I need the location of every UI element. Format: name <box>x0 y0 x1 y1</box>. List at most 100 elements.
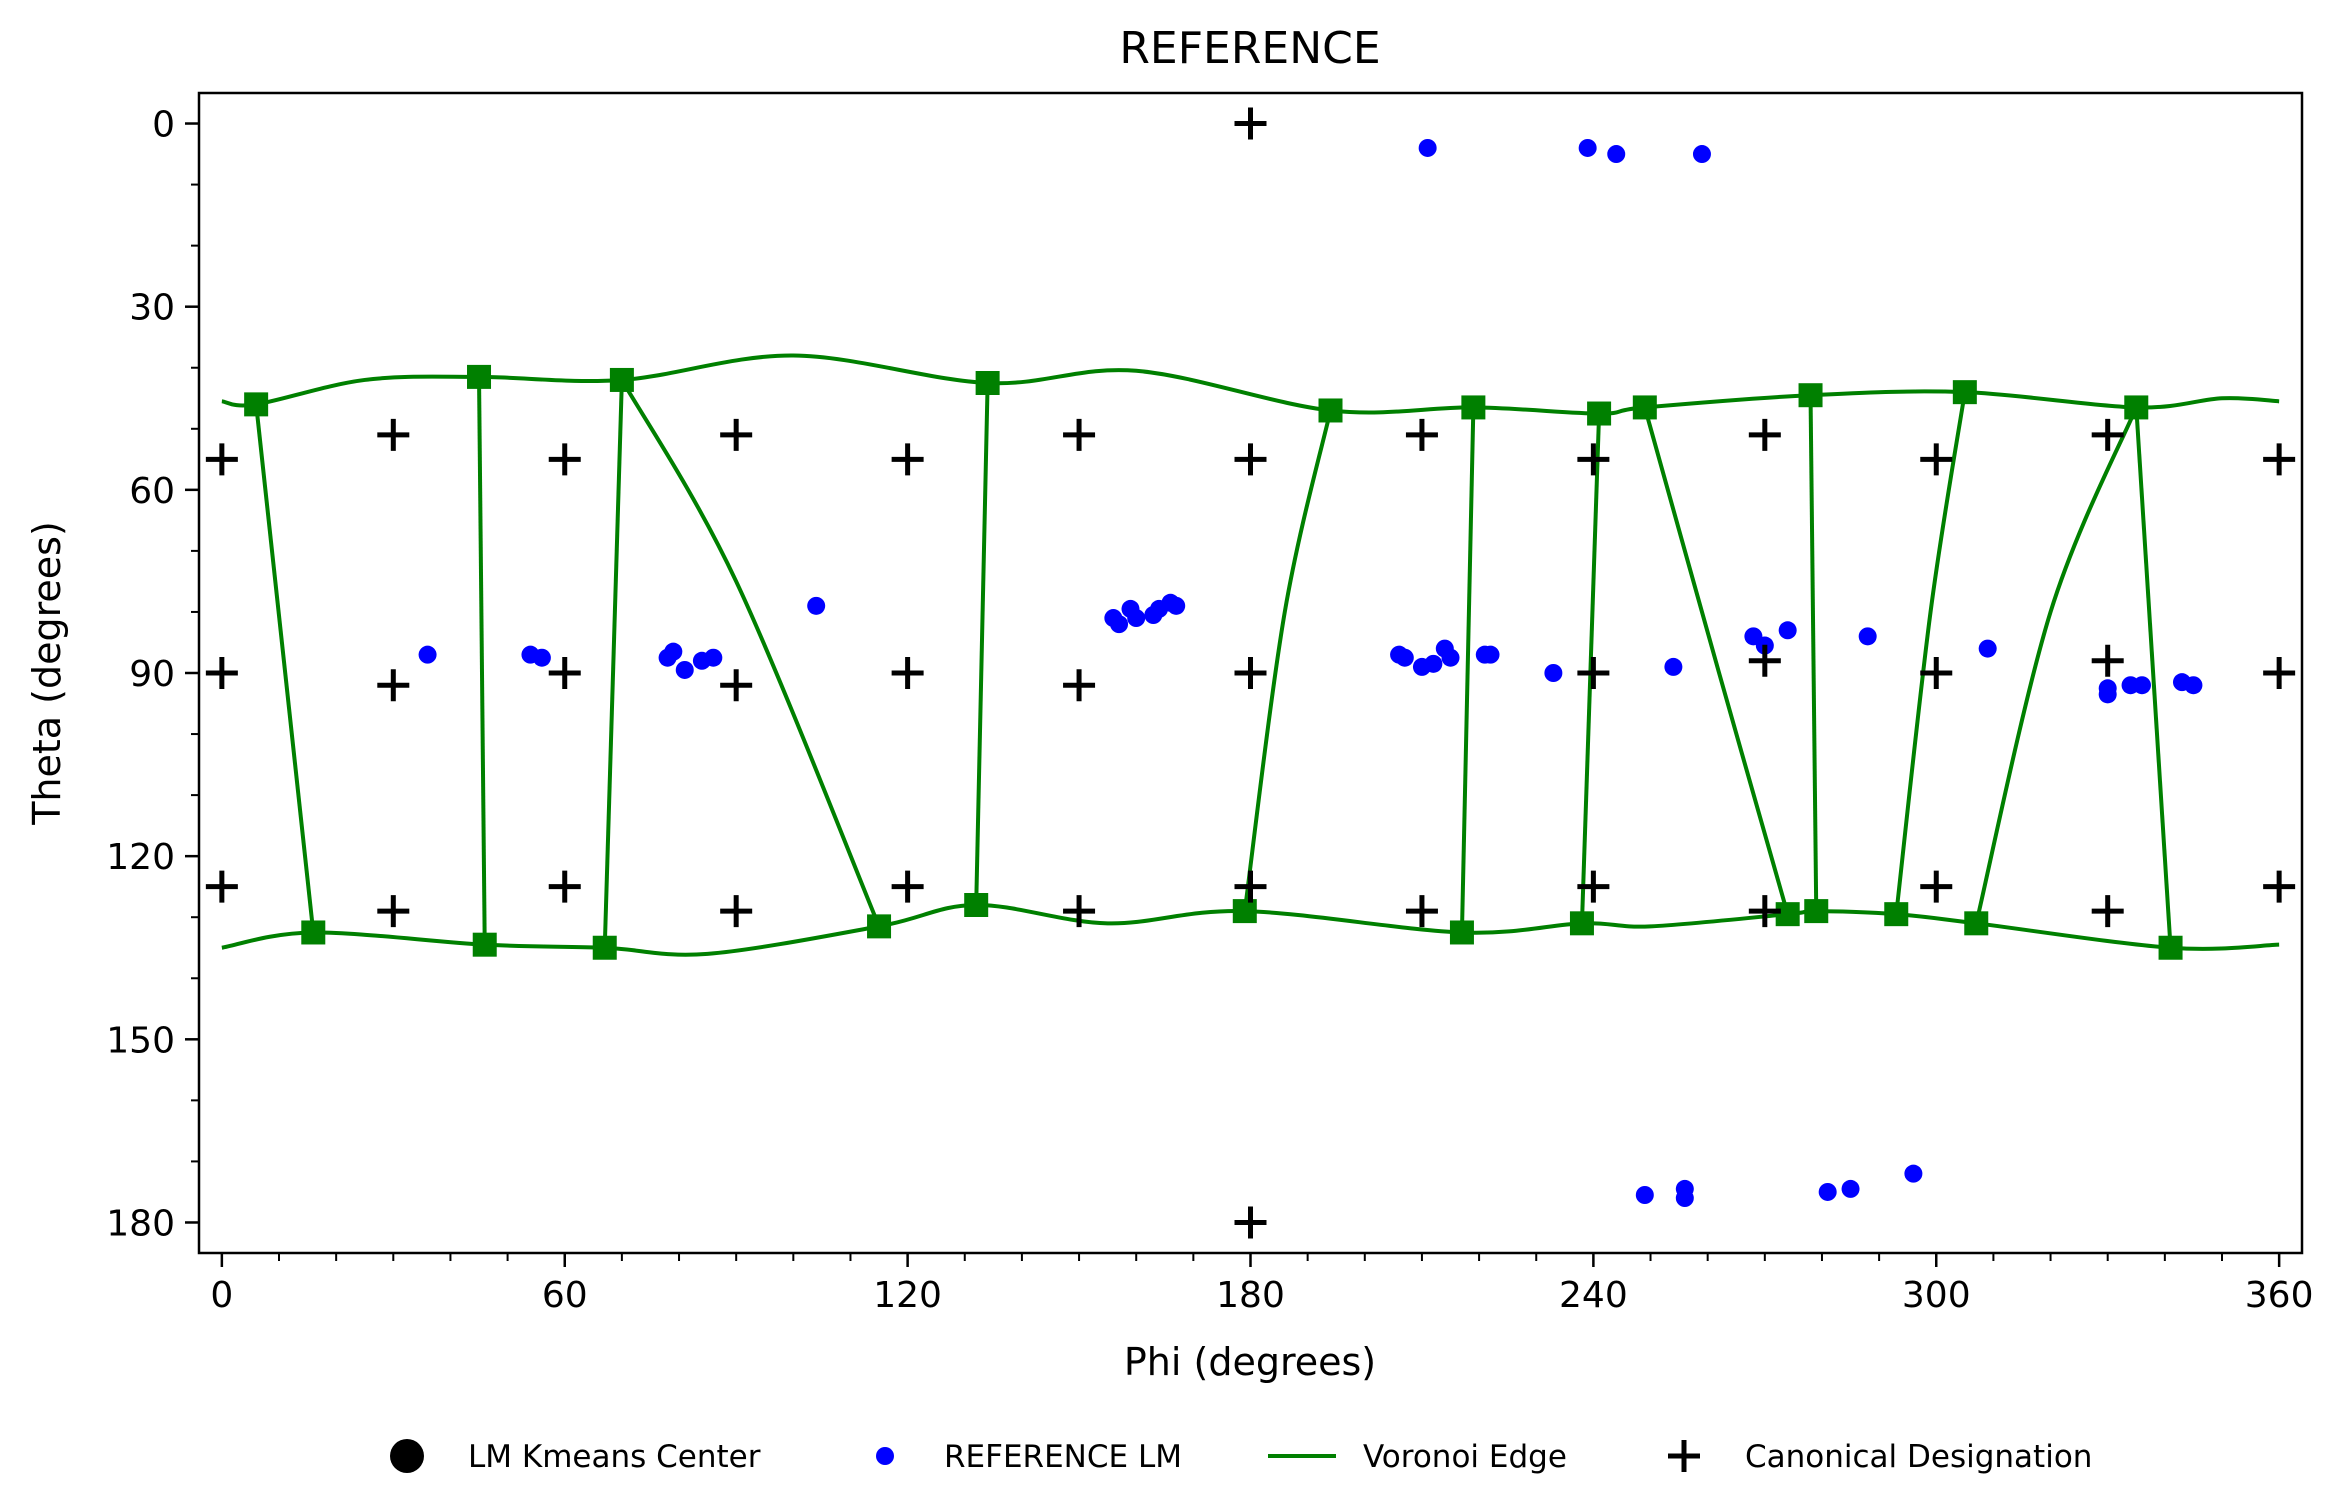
legend-entry: LM Kmeans Center <box>390 1439 761 1475</box>
voronoi-vertex <box>975 371 1000 395</box>
voronoi-vertex <box>609 367 634 392</box>
voronoi-edge <box>1894 391 1967 915</box>
canonical-designation-marker <box>1063 895 1096 928</box>
voronoi-edge <box>1459 407 1476 933</box>
canonical-designation-marker <box>1405 895 1438 928</box>
voronoi-vertex <box>1798 383 1823 408</box>
canonical-designation-marker <box>2263 443 2296 476</box>
canonical-designation-marker <box>1234 870 1267 903</box>
voronoi-edge <box>1242 410 1333 912</box>
voronoi-vertex <box>467 364 492 389</box>
legend-label: Canonical Designation <box>1745 1439 2092 1475</box>
voronoi-vertex <box>1587 401 1612 426</box>
reference-lm-point <box>1418 138 1437 157</box>
canonical-designation-marker <box>720 669 753 702</box>
canonical-designation-marker <box>377 418 410 451</box>
legend: LM Kmeans Center REFERENCE LM Voronoi Edge… <box>390 1439 2092 1475</box>
x-tick-label: 360 <box>2245 1275 2314 1316</box>
y-tick-label: 30 <box>129 288 175 329</box>
reference-lm-point <box>1127 609 1146 628</box>
canonical-designation-marker <box>205 443 238 476</box>
reference-lm-point <box>1692 145 1711 164</box>
reference-lm-point <box>1481 645 1500 664</box>
voronoi-vertex <box>1569 911 1594 936</box>
x-tick-label: 240 <box>1559 1275 1628 1316</box>
reference-lm-point <box>1664 657 1683 676</box>
x-tick-label: 180 <box>1216 1275 1285 1316</box>
x-tick-label: 0 <box>210 1275 233 1316</box>
canonical-designation-marker <box>1577 870 1610 903</box>
voronoi-vertex <box>2158 935 2183 960</box>
legend-kmeans-marker <box>390 1439 424 1473</box>
canonical-designation-marker <box>2091 644 2124 677</box>
reference-lm-point <box>1395 648 1414 667</box>
voronoi-vertex <box>592 935 617 960</box>
x-tick-label: 300 <box>1902 1275 1971 1316</box>
legend-label: Voronoi Edge <box>1363 1439 1567 1475</box>
reference-lm-point <box>1904 1164 1923 1183</box>
legend-plus-marker <box>1668 1440 1700 1472</box>
reference-lm-point <box>1424 654 1443 673</box>
reference-lm-point <box>2184 676 2203 695</box>
voronoi-vertex <box>867 914 892 939</box>
voronoi-edge <box>254 404 316 933</box>
reference-lm-point <box>1675 1189 1694 1208</box>
reference-lm-point <box>1578 138 1597 157</box>
reference-lm-point <box>704 648 723 667</box>
voronoi-edge <box>1642 406 1790 915</box>
y-tick-label: 120 <box>106 837 175 878</box>
voronoi-vertex <box>1952 380 1977 405</box>
legend-label: LM Kmeans Center <box>468 1439 761 1475</box>
x-tick-label: 60 <box>542 1275 588 1316</box>
axes: 0 60 120 180 240 300 360 0 30 60 90 120 150 180 <box>106 105 2313 1316</box>
voronoi-vertex <box>472 932 497 957</box>
voronoi-edge <box>1808 395 1819 912</box>
canonical-designation-marker <box>891 657 924 689</box>
voronoi-vertex <box>1964 911 1989 936</box>
reference-lm-point <box>1778 621 1797 640</box>
canonical-designation-marker <box>1234 443 1267 476</box>
canonical-designation-marker <box>1920 443 1953 476</box>
plot-area <box>205 107 2296 1239</box>
canonical-designation-marker <box>2091 895 2124 928</box>
canonical-designation-marker <box>1920 657 1953 689</box>
voronoi-vertex <box>2124 395 2149 420</box>
legend-label: REFERENCE LM <box>944 1439 1182 1475</box>
canonical-designation-marker <box>1063 669 1096 702</box>
voronoi-edge <box>477 376 487 945</box>
reference-lm-point <box>1818 1182 1837 1201</box>
voronoi-vertex <box>1632 395 1657 420</box>
reference-lm-point <box>2132 676 2151 695</box>
reference-lm-point <box>675 660 694 679</box>
reference-lm-point <box>1858 627 1877 646</box>
canonical-designation-marker <box>548 657 581 689</box>
legend-entry: REFERENCE LM <box>876 1439 1182 1475</box>
y-tick-label: 90 <box>129 654 175 695</box>
reference-lm-point <box>1607 145 1626 164</box>
reference-lm-point <box>807 596 826 615</box>
voronoi-vertex <box>964 893 989 917</box>
legend-lm-marker <box>876 1447 894 1465</box>
canonical-designation-marker <box>1234 657 1267 689</box>
voronoi-vertex <box>244 392 269 417</box>
canonical-designation-marker <box>1748 644 1781 677</box>
voronoi-vertex <box>1804 899 1829 924</box>
reference-lm-point <box>1841 1179 1860 1198</box>
canonical-designation-marker <box>891 443 924 476</box>
voronoi-vertex <box>1461 395 1486 420</box>
voronoi-vertex <box>301 920 326 945</box>
x-axis-label: Phi (degrees) <box>1124 1340 1376 1384</box>
reference-lm-point <box>1110 615 1129 634</box>
canonical-designation-marker <box>720 895 753 928</box>
voronoi-vertex <box>1449 920 1474 945</box>
canonical-designation-marker <box>2263 657 2296 689</box>
voronoi-edge <box>602 379 624 948</box>
reference-lm-point <box>532 648 551 667</box>
canonical-designation-marker <box>1234 107 1267 140</box>
canonical-designation-marker <box>1405 418 1438 451</box>
reference-lm-point <box>1978 639 1997 658</box>
voronoi-vertex <box>1884 902 1909 927</box>
canonical-designation-marker <box>2263 870 2296 903</box>
reference-lm-point <box>1441 648 1460 667</box>
